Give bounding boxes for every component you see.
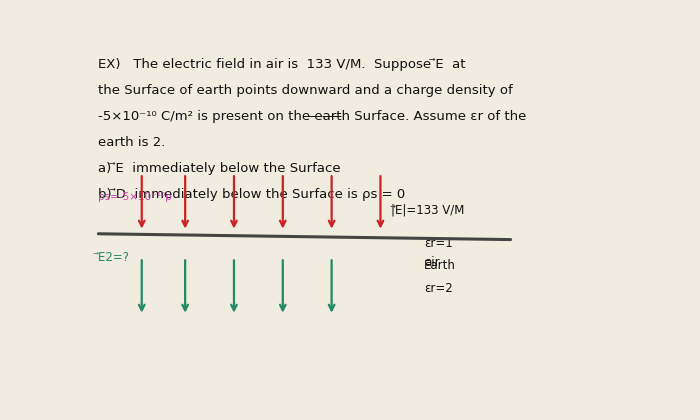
Text: ρs=-5×10⁻¹⁰ρ: ρs=-5×10⁻¹⁰ρ (98, 192, 172, 202)
Text: the Surface of earth points downward and a charge density of: the Surface of earth points downward and… (98, 84, 513, 97)
Text: ⃗E2=?: ⃗E2=? (98, 251, 130, 264)
Text: EX)   The electric field in air is  133 V/M.  Suppose ⃗E  at: EX) The electric field in air is 133 V/M… (98, 58, 466, 71)
Text: |⃗E|=133 V/M: |⃗E|=133 V/M (391, 203, 465, 216)
Text: -5×10⁻¹⁰ C/m² is present on the ̶e̶a̶r̶t̶h Surface. Assume εr of the: -5×10⁻¹⁰ C/m² is present on the ̶e̶a̶r̶t… (98, 110, 526, 123)
Text: b) ⃗D  immediately below the Surface is ρs = 0: b) ⃗D immediately below the Surface is ρ… (98, 188, 405, 201)
Text: air: air (424, 256, 440, 269)
Text: Earth: Earth (424, 259, 456, 272)
Text: a) ⃗E  immediately below the Surface: a) ⃗E immediately below the Surface (98, 162, 341, 175)
Text: earth is 2.: earth is 2. (98, 136, 166, 149)
Text: εr=1: εr=1 (424, 237, 453, 250)
Text: εr=2: εr=2 (424, 282, 453, 295)
